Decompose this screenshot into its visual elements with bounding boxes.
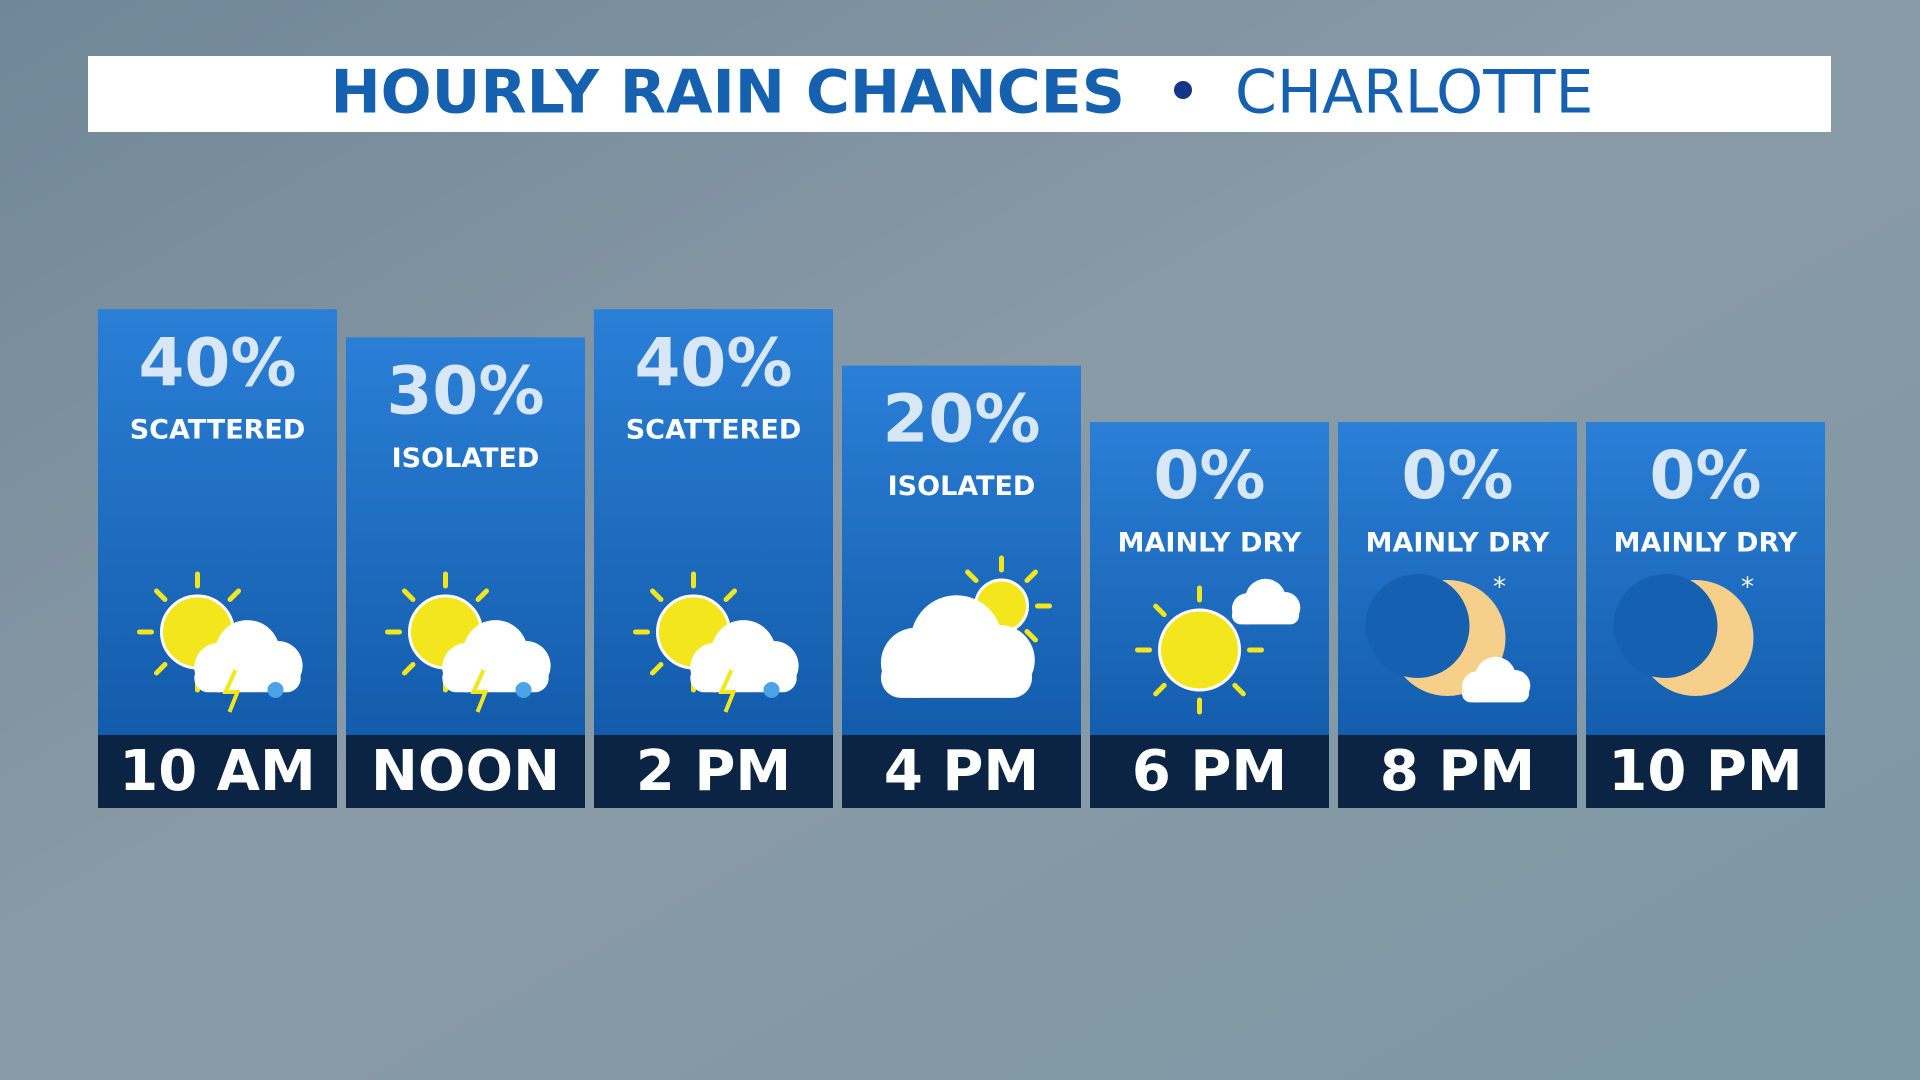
sun-ray (227, 588, 242, 602)
description: SCATTERED (626, 415, 802, 446)
sun (1158, 608, 1241, 692)
chart-subtitle: CHARLOTTE (1235, 58, 1593, 128)
cloud-base (442, 663, 549, 693)
weather-icon (137, 571, 303, 713)
bar (842, 365, 1081, 808)
sun-ray (723, 588, 738, 602)
value-label: 20% (883, 381, 1041, 458)
value-label: 0% (1649, 437, 1761, 514)
x-tick-label: 8 PM (1380, 739, 1535, 804)
value-label: 30% (387, 352, 545, 429)
value-label: 40% (139, 324, 297, 401)
weather-icon: * (1365, 573, 1531, 703)
raindrop (267, 682, 284, 698)
description: MAINLY DRY (1366, 528, 1550, 559)
cloud-base (880, 657, 1033, 698)
description: MAINLY DRY (1118, 528, 1302, 559)
description: SCATTERED (130, 415, 306, 446)
description: ISOLATED (392, 443, 540, 474)
weather-icon (880, 555, 1052, 698)
sun-ray (649, 588, 664, 602)
bar (594, 309, 833, 808)
time-band (1338, 735, 1577, 808)
sun-ray (401, 588, 416, 602)
description: MAINLY DRY (1614, 528, 1798, 559)
weather-icon: * (1613, 573, 1754, 696)
raindrop (515, 682, 532, 698)
weather-icon (1135, 578, 1301, 715)
time-band (594, 735, 833, 808)
sun-ray (1024, 628, 1038, 643)
moon-cut (1365, 574, 1470, 678)
weather-icon (633, 571, 799, 713)
separator-dot (1174, 81, 1192, 99)
raindrop (763, 682, 780, 698)
time-band (98, 735, 337, 808)
x-tick-label: 4 PM (884, 739, 1039, 804)
x-tick-label: 2 PM (636, 739, 791, 804)
bar (98, 309, 337, 808)
title-box (88, 56, 1831, 132)
time-band (346, 735, 585, 808)
x-tick-label: NOON (371, 739, 560, 804)
sun-ray (153, 588, 168, 602)
star: * (1741, 573, 1754, 603)
sun-ray (475, 588, 490, 602)
cloud-base (1231, 606, 1300, 625)
weather-icon (385, 571, 551, 713)
sun-ray (153, 662, 168, 676)
value-label: 40% (635, 324, 793, 401)
sun-ray (1024, 569, 1038, 584)
value-label: 0% (1401, 437, 1513, 514)
x-tick-label: 10 AM (119, 739, 316, 804)
star: * (1493, 573, 1506, 603)
sun-ray (965, 569, 979, 584)
sun-ray (1232, 682, 1246, 697)
cloud-base (194, 663, 301, 693)
time-band (1586, 735, 1825, 808)
x-tick-label: 10 PM (1608, 739, 1802, 804)
cloud-base (1461, 684, 1530, 703)
bar (346, 337, 585, 808)
cloud-base (690, 663, 797, 693)
sun-ray (401, 662, 416, 676)
sun-ray (1153, 682, 1167, 697)
time-band (842, 735, 1081, 808)
value-label: 0% (1153, 437, 1265, 514)
chart-title: HOURLY RAIN CHANCES (330, 58, 1125, 128)
description: ISOLATED (888, 471, 1036, 502)
time-band (1090, 735, 1329, 808)
sun-ray (649, 662, 664, 676)
sun-ray (1153, 603, 1167, 618)
lightning (470, 669, 489, 713)
lightning (718, 669, 737, 713)
lightning (222, 669, 241, 713)
moon-cut (1613, 574, 1718, 678)
x-tick-label: 6 PM (1132, 739, 1287, 804)
